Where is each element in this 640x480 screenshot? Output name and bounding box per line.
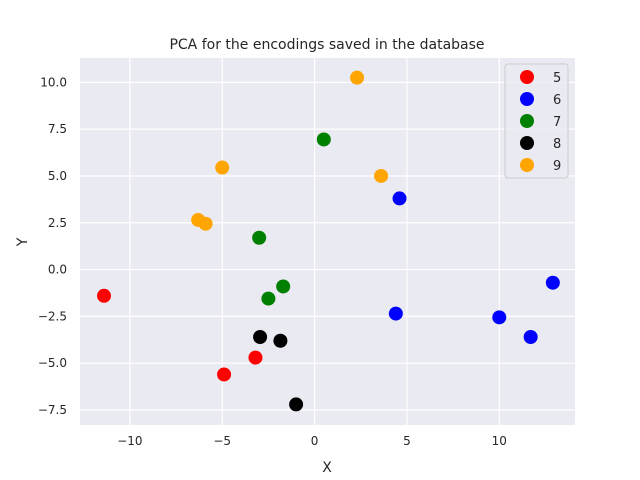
plot-area bbox=[80, 58, 575, 425]
point-series-9 bbox=[374, 168, 389, 183]
chart-title: PCA for the encodings saved in the datab… bbox=[169, 37, 484, 53]
y-axis-label: Y bbox=[15, 237, 31, 247]
x-tick-label: −5 bbox=[213, 434, 231, 448]
y-tick-label: 10.0 bbox=[40, 75, 67, 89]
point-series-8 bbox=[253, 329, 268, 344]
legend-label-5: 5 bbox=[553, 71, 561, 86]
x-tick-label: 10 bbox=[492, 434, 507, 448]
legend-marker-8 bbox=[520, 136, 534, 150]
point-series-9 bbox=[215, 160, 230, 175]
y-tick-label: 7.5 bbox=[48, 122, 67, 136]
point-series-7 bbox=[261, 291, 276, 306]
point-series-5 bbox=[248, 350, 263, 365]
point-series-7 bbox=[316, 132, 331, 147]
point-series-6 bbox=[388, 306, 403, 321]
point-series-6 bbox=[545, 275, 560, 290]
point-series-5 bbox=[97, 288, 112, 303]
legend-marker-9 bbox=[520, 158, 534, 172]
legend-label-8: 8 bbox=[553, 137, 561, 152]
grid bbox=[80, 58, 575, 425]
y-tick-label: −2.5 bbox=[38, 309, 67, 323]
point-series-8 bbox=[289, 397, 304, 412]
x-tick-label: 5 bbox=[403, 434, 411, 448]
point-series-7 bbox=[252, 230, 267, 245]
legend-marker-6 bbox=[520, 92, 534, 106]
x-tick-label: −10 bbox=[117, 434, 142, 448]
y-tick-label: 5.0 bbox=[48, 169, 67, 183]
point-series-6 bbox=[392, 191, 407, 206]
y-tick-labels: −7.5 −5.0 −2.5 0.0 2.5 5.0 7.5 10.0 bbox=[38, 75, 67, 417]
legend-label-9: 9 bbox=[553, 159, 561, 174]
legend: 5 6 7 8 9 bbox=[504, 63, 569, 179]
point-series-7 bbox=[276, 279, 291, 294]
x-tick-labels: −10 −5 0 5 10 bbox=[117, 434, 507, 448]
legend-marker-7 bbox=[520, 114, 534, 128]
legend-label-7: 7 bbox=[553, 115, 561, 130]
point-series-5 bbox=[217, 367, 232, 382]
y-tick-label: 0.0 bbox=[48, 263, 67, 277]
legend-box bbox=[504, 63, 569, 179]
x-axis-label: X bbox=[322, 460, 332, 476]
point-series-8 bbox=[273, 333, 288, 348]
point-series-9 bbox=[198, 216, 213, 231]
legend-marker-5 bbox=[520, 70, 534, 84]
point-series-6 bbox=[492, 310, 507, 325]
legend-label-6: 6 bbox=[553, 93, 561, 108]
point-series-6 bbox=[523, 329, 538, 344]
y-tick-label: −7.5 bbox=[38, 403, 67, 417]
x-tick-label: 0 bbox=[311, 434, 319, 448]
point-series-9 bbox=[350, 70, 365, 85]
data-points bbox=[97, 70, 560, 412]
y-tick-label: 2.5 bbox=[48, 216, 67, 230]
y-tick-label: −5.0 bbox=[38, 356, 67, 370]
